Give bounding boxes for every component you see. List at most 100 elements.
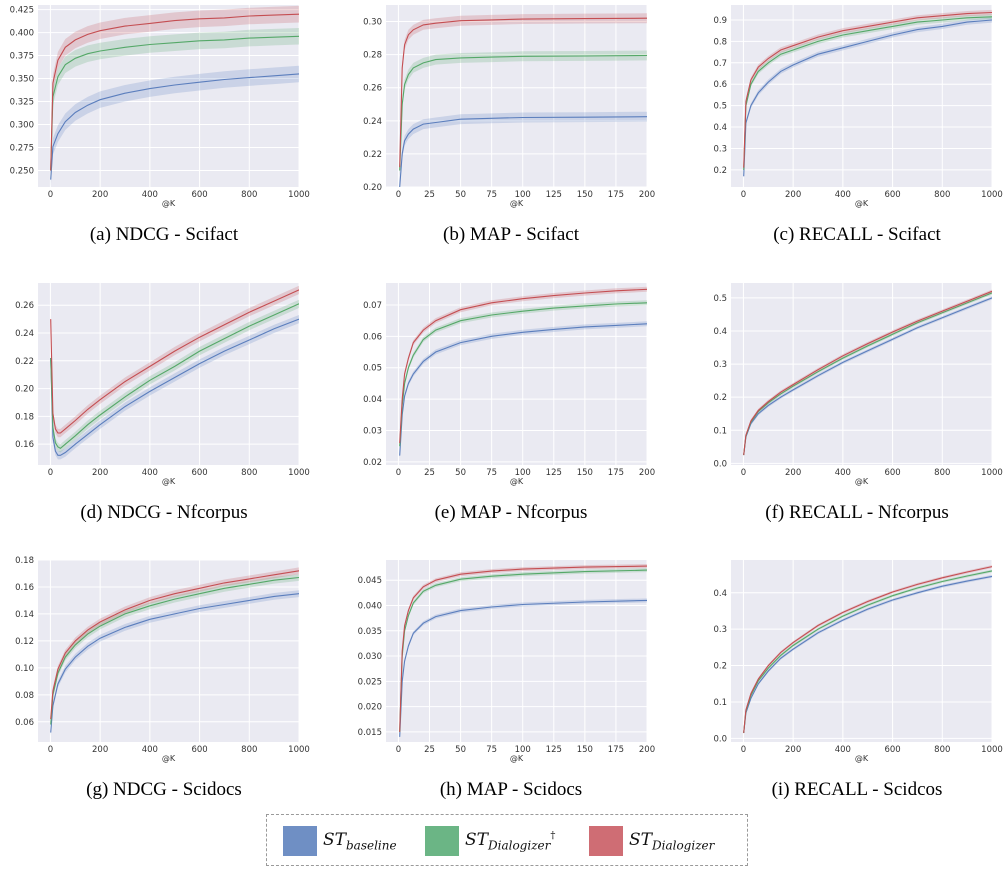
y-tick-label: 0.12 [15, 637, 34, 647]
x-axis-label: @K [162, 199, 176, 208]
x-tick-label: 800 [934, 468, 950, 478]
y-tick-label: 0.045 [358, 576, 382, 586]
series-line-baseline [743, 297, 992, 456]
x-tick-label: 1000 [288, 745, 310, 755]
y-tick-label: 0.2 [713, 662, 727, 672]
series-band-baseline [743, 17, 992, 179]
y-tick-label: 0.030 [358, 652, 382, 662]
series-line-baseline [399, 323, 647, 456]
series-line-dialogizer_dagger [50, 303, 299, 449]
x-tick-label: 25 [424, 468, 435, 478]
y-tick-label: 0.4 [713, 327, 727, 337]
x-tick-label: 400 [142, 468, 158, 478]
chart-caption: (e) MAP - Nfcorpus [435, 502, 588, 523]
series-line-baseline [743, 19, 992, 177]
series-band-dialogizer_dagger [50, 28, 299, 179]
x-axis-label: @K [510, 199, 524, 208]
x-axis-label: @K [510, 754, 524, 763]
x-tick-label: 0 [741, 468, 746, 478]
y-tick-label: 0.08 [15, 691, 34, 701]
x-tick-label: 1000 [288, 468, 310, 478]
chart-5: 0 25 50 75 100 125 150 175 200 0.02 0.03 0.04 0.05 0.… [363, 283, 655, 523]
x-axis-label: @K [510, 477, 524, 486]
y-tick-label: 0.06 [363, 332, 382, 342]
y-tick-label: 0.30 [363, 18, 382, 28]
y-tick-label: 0.28 [363, 51, 382, 61]
x-tick-label: 25 [424, 190, 435, 200]
y-tick-label: 0.07 [363, 301, 382, 311]
y-tick-label: 0.22 [363, 150, 382, 160]
x-tick-label: 200 [785, 468, 801, 478]
series-line-baseline [50, 593, 299, 733]
y-tick-label: 0.0 [713, 459, 727, 469]
x-axis-label: @K [162, 477, 176, 486]
legend-label-baseline: STbaseline [323, 829, 397, 853]
y-tick-label: 0.24 [15, 329, 34, 339]
x-tick-label: 600 [884, 745, 900, 755]
series-line-dialogizer [743, 566, 992, 733]
y-tick-label: 0.4 [713, 589, 727, 599]
y-tick-label: 0.4 [713, 123, 727, 133]
series-band-baseline [399, 111, 647, 187]
legend-item-dialogizer: STDialogizer [589, 825, 714, 857]
y-tick-label: 0.24 [363, 117, 382, 127]
series-line-baseline [50, 318, 299, 456]
series-band-dialogizer [50, 5, 299, 179]
x-tick-label: 400 [142, 745, 158, 755]
y-tick-label: 0.275 [10, 143, 34, 153]
y-tick-label: 0.10 [15, 664, 34, 674]
x-tick-label: 800 [241, 190, 257, 200]
y-tick-label: 0.300 [10, 120, 34, 130]
x-tick-label: 50 [455, 190, 466, 200]
y-tick-label: 0.9 [713, 16, 727, 26]
y-tick-label: 0.06 [15, 718, 34, 728]
y-tick-label: 0.26 [15, 301, 34, 311]
chart-4: 0 200 400 600 800 1000 0.16 0.18 0.20 0.22 0.24 0.2… [15, 283, 310, 523]
y-tick-label: 0.6 [713, 80, 727, 90]
x-tick-label: 100 [515, 190, 531, 200]
y-tick-label: 0.26 [363, 84, 382, 94]
series-line-baseline [743, 575, 992, 733]
series-line-dialogizer [399, 565, 647, 732]
y-tick-label: 0.18 [15, 412, 34, 422]
x-tick-label: 600 [191, 190, 207, 200]
legend-label-dialogizer-dagger: STDialogizer† [465, 829, 556, 853]
x-tick-label: 150 [577, 190, 593, 200]
x-tick-label: 800 [241, 745, 257, 755]
plot-area [731, 560, 992, 742]
chart-1: 0 200 400 600 800 1000 0.250 0.275 0.300 0.325 0.3… [10, 5, 310, 245]
x-tick-label: 100 [515, 745, 531, 755]
series-line-dialogizer_dagger [50, 576, 299, 725]
x-tick-label: 200 [785, 745, 801, 755]
chart-2: 0 25 50 75 100 125 150 175 200 0.20 0.22 0.24 0.26 0.… [363, 5, 655, 245]
chart-7: 0 200 400 600 800 1000 0.06 0.08 0.10 0.12 0.14 0.1… [15, 556, 310, 800]
x-tick-label: 600 [884, 190, 900, 200]
x-tick-label: 600 [191, 468, 207, 478]
x-tick-label: 800 [934, 745, 950, 755]
x-axis-label: @K [855, 754, 869, 763]
y-tick-label: 0.015 [358, 728, 382, 738]
chart-6: 0 200 400 600 800 1000 0.0 0.1 0.2 0.3 0.4 0.5 @K (f)… [713, 283, 1003, 523]
y-tick-label: 0.02 [363, 458, 382, 468]
y-tick-label: 0.1 [713, 698, 727, 708]
y-tick-label: 0.025 [358, 677, 382, 687]
y-tick-label: 0.400 [10, 29, 34, 39]
x-tick-label: 0 [48, 468, 53, 478]
chart-caption: (c) RECALL - Scifact [773, 224, 941, 245]
series-band-dialogizer [399, 13, 647, 173]
series-line-dialogizer_dagger [399, 302, 647, 447]
x-tick-label: 25 [424, 745, 435, 755]
x-tick-label: 1000 [981, 190, 1003, 200]
y-tick-label: 0.2 [713, 166, 727, 176]
x-tick-label: 400 [835, 468, 851, 478]
x-tick-label: 200 [92, 468, 108, 478]
y-tick-label: 0.7 [713, 59, 727, 69]
x-tick-label: 800 [934, 190, 950, 200]
x-tick-label: 400 [142, 190, 158, 200]
y-tick-label: 0.5 [713, 102, 727, 112]
y-tick-label: 0.375 [10, 52, 34, 62]
y-tick-label: 0.20 [15, 385, 34, 395]
plot-area [38, 5, 299, 187]
series-line-dialogizer [399, 17, 647, 168]
